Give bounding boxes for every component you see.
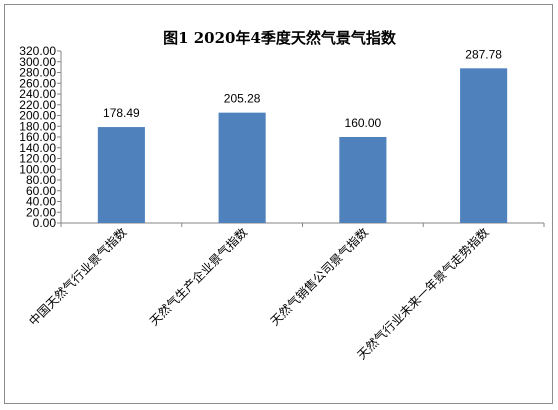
y-tick-label: 100.00 [19,162,56,176]
y-tick-label: 220.00 [19,98,56,112]
y-tick-label: 0.00 [33,216,57,230]
bar [97,127,145,223]
x-category-label: 天然气生产企业景气指数 [146,225,250,329]
y-tick-label: 120.00 [19,152,56,166]
x-category-label: 天然气销售公司景气指数 [267,225,371,329]
y-tick-label: 200.00 [19,109,56,123]
y-tick-label: 80.00 [26,173,56,187]
y-tick-label: 160.00 [19,130,56,144]
bar [460,68,508,223]
y-tick-label: 320.00 [19,44,56,58]
chart-title: 图1 2020年4季度天然气景气指数 [163,29,396,47]
data-label: 160.00 [345,116,382,130]
bar [218,112,266,223]
data-label: 205.28 [224,92,261,106]
bar [339,137,387,223]
y-tick-label: 300.00 [19,55,56,69]
x-category-label: 天然气行业未来一年景气走势指数 [354,225,492,363]
data-label: 287.78 [465,47,502,61]
axis-layer: 0.0020.0040.0060.0080.00100.00120.00140.… [19,44,545,230]
data-label: 178.49 [103,106,140,120]
y-tick-label: 180.00 [19,119,56,133]
y-tick-label: 140.00 [19,141,56,155]
y-tick-label: 280.00 [19,66,56,80]
y-tick-label: 260.00 [19,76,56,90]
y-tick-label: 40.00 [26,195,56,209]
bar-layer [97,68,508,223]
y-tick-label: 240.00 [19,87,56,101]
y-tick-label: 20.00 [26,205,56,219]
x-category-label: 中国天然气行业景气指数 [26,225,130,329]
y-tick-label: 60.00 [26,184,56,198]
